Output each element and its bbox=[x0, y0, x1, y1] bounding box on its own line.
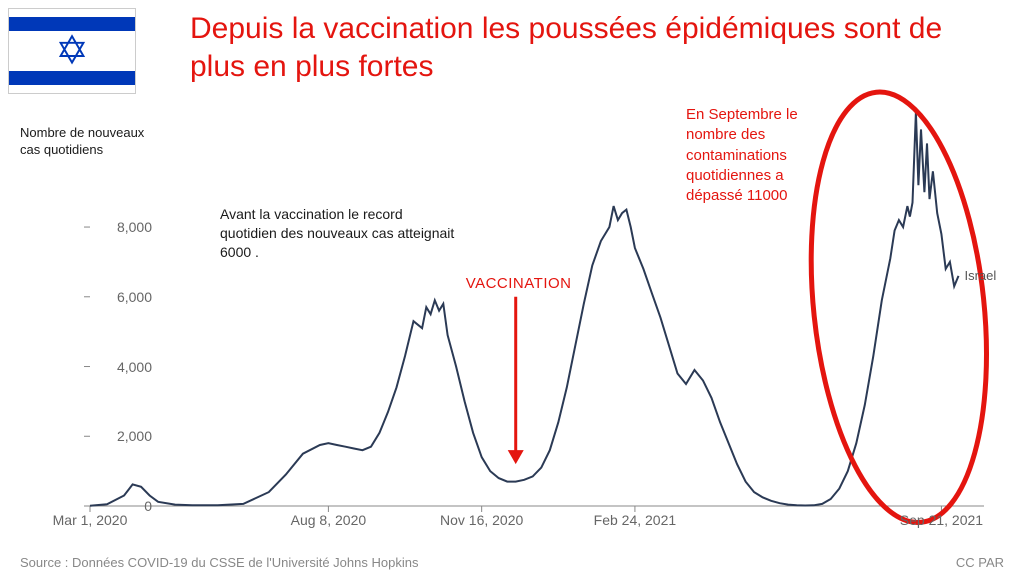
x-tick-label: Aug 8, 2020 bbox=[291, 512, 367, 528]
y-tick-label: 0 bbox=[144, 498, 152, 514]
y-tick-label: 2,000 bbox=[117, 428, 152, 444]
source-text: Source : Données COVID-19 du CSSE de l'U… bbox=[20, 555, 418, 570]
chart-container: Nombre de nouveaux cas quotidiens Avant … bbox=[20, 105, 1004, 536]
series-label: Israel bbox=[964, 268, 996, 283]
license-text: CC PAR bbox=[956, 555, 1004, 570]
y-tick-label: 4,000 bbox=[117, 359, 152, 375]
annotation-before-vaccination: Avant la vaccination le record quotidien… bbox=[220, 205, 460, 262]
y-tick-label: 6,000 bbox=[117, 289, 152, 305]
x-tick-label: Sep 21, 2021 bbox=[900, 512, 983, 528]
x-tick-label: Nov 16, 2020 bbox=[440, 512, 523, 528]
chart-title: Depuis la vaccination les poussées épidé… bbox=[190, 10, 964, 85]
annotation-september: En Septembre le nombre des contamination… bbox=[686, 105, 826, 206]
star-of-david-icon: ✡ bbox=[55, 31, 89, 71]
x-tick-label: Feb 24, 2021 bbox=[594, 512, 677, 528]
chart-svg bbox=[90, 105, 984, 506]
x-tick-label: Mar 1, 2020 bbox=[53, 512, 128, 528]
y-tick-label: 8,000 bbox=[117, 219, 152, 235]
annotation-vaccination-label: VACCINATION bbox=[466, 275, 572, 292]
israel-flag: ✡ bbox=[8, 8, 136, 94]
plot-area: Avant la vaccination le record quotidien… bbox=[90, 105, 984, 506]
